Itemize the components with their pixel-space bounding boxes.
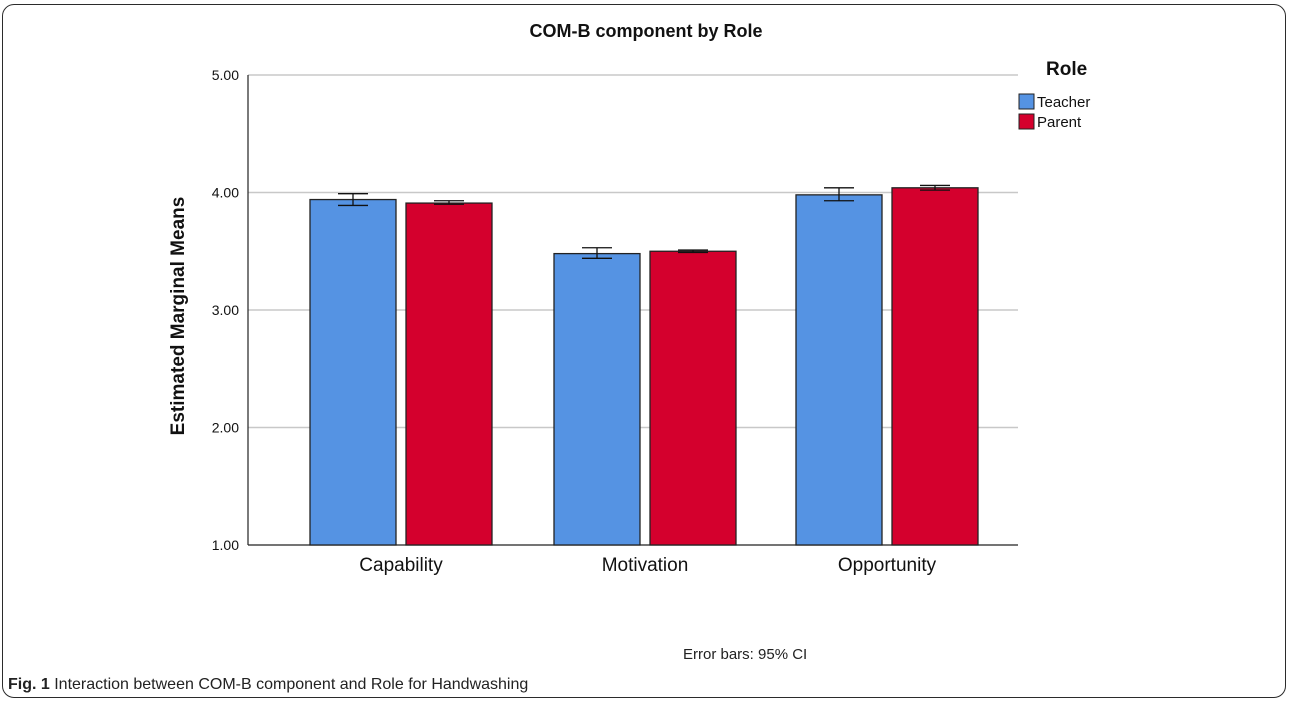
legend-title: Role (1046, 59, 1087, 80)
figure-frame: COM-B component by Role Estimated Margin… (2, 4, 1286, 698)
x-tick-labels: Capability Motivation Opportunity (359, 555, 936, 576)
y-tick-label: 2.00 (212, 420, 239, 436)
x-tick-label: Motivation (602, 555, 689, 576)
legend-label-parent: Parent (1037, 114, 1082, 131)
y-tick-label: 1.00 (212, 537, 239, 553)
bar-teacher-capability (309, 198, 397, 546)
x-tick-label: Capability (359, 555, 443, 576)
legend: Role Teacher Parent (1018, 59, 1090, 131)
caption-text: Interaction between COM-B component and … (49, 676, 529, 693)
error-bars (338, 184, 950, 259)
y-axis-label: Estimated Marginal Means (168, 197, 189, 436)
bars (309, 187, 979, 546)
legend-label-teacher: Teacher (1037, 94, 1090, 111)
chart-title: COM-B component by Role (530, 21, 763, 41)
bar-parent-opportunity (891, 187, 979, 546)
x-tick-label: Opportunity (838, 555, 937, 576)
bar-teacher-opportunity (795, 194, 883, 546)
y-tick-label: 4.00 (212, 185, 239, 201)
error-bars-note: Error bars: 95% CI (683, 646, 808, 663)
y-tick-labels: 1.00 2.00 3.00 4.00 5.00 (212, 67, 239, 553)
bar-teacher-motivation (553, 252, 641, 546)
figure-caption: Fig. 1 Interaction between COM-B compone… (8, 676, 528, 694)
legend-swatch-teacher (1018, 93, 1035, 110)
legend-swatch-parent (1018, 113, 1035, 130)
bar-chart: COM-B component by Role Estimated Margin… (168, 21, 1090, 576)
y-tick-label: 3.00 (212, 302, 239, 318)
bar-parent-motivation (649, 250, 737, 546)
bar-parent-capability (405, 202, 493, 546)
y-tick-label: 5.00 (212, 67, 239, 83)
figure-label: Fig. 1 (8, 676, 50, 693)
